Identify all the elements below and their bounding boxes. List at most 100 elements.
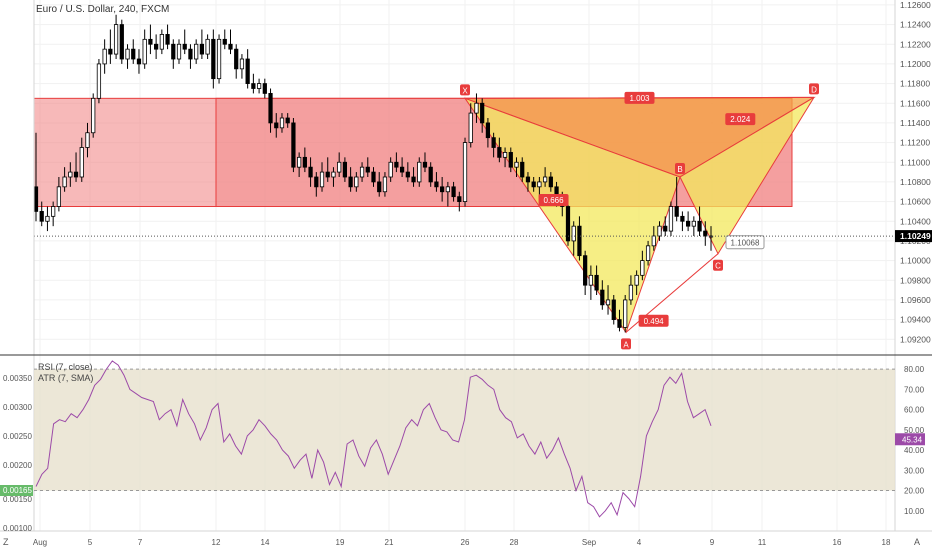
ratio-label: 0.494 (644, 317, 665, 326)
candle-body (62, 176, 67, 188)
price-tick-label: 1.09600 (900, 295, 931, 305)
ratio-label: 0.666 (544, 196, 565, 205)
candle-body (480, 102, 485, 124)
candle-body (108, 48, 113, 55)
candle-body (245, 58, 250, 84)
ratio-badge (538, 194, 569, 207)
candle-body (388, 161, 393, 178)
candle-body (571, 225, 576, 242)
candle-body (611, 299, 616, 320)
candle-body (297, 156, 302, 168)
candle-body (302, 156, 307, 168)
candle-body (154, 43, 159, 50)
price-tick-label: 1.10800 (900, 177, 931, 187)
candle-body (474, 102, 479, 114)
candle-body (491, 137, 496, 148)
candle-body (434, 181, 439, 188)
candle-body (399, 166, 405, 173)
candle-body (531, 181, 536, 188)
candle-body (514, 161, 519, 168)
candle-body (148, 38, 153, 45)
candle-body (194, 43, 199, 60)
point-label-d: D (811, 85, 817, 94)
atr-tick-label: 0.00350 (3, 374, 32, 383)
time-tick-label: 7 (138, 538, 143, 547)
candle-body (377, 181, 382, 193)
candle-body (165, 34, 170, 45)
candle-body (131, 48, 136, 60)
candle-body (274, 122, 279, 129)
candle-body (640, 260, 645, 276)
candle-body (182, 43, 187, 50)
price-tick-label: 1.10600 (900, 197, 931, 207)
candle-body (211, 38, 216, 80)
ratio-label: 2.024 (730, 115, 751, 124)
candle-body (262, 83, 267, 94)
chart-title: Euro / U.S. Dollar, 240, FXCM (36, 4, 170, 15)
candle-body (497, 147, 502, 158)
rsi-last-label: 45.34 (902, 435, 923, 444)
price-tick-label: 1.12200 (900, 39, 931, 49)
candle-body (703, 230, 708, 237)
candle-body (451, 186, 456, 198)
candle-body (228, 43, 233, 50)
candle-body (594, 274, 599, 291)
candle-body (577, 225, 582, 257)
candle-body (565, 206, 571, 242)
candle-body (657, 225, 662, 237)
candle-body (485, 122, 491, 139)
time-tick-label: 14 (261, 538, 270, 547)
candle-body (91, 97, 96, 134)
candle-body (697, 220, 702, 232)
point-label-x: X (462, 86, 468, 95)
ratio-label: 1.003 (629, 94, 650, 103)
rsi-tick-label: 70.00 (904, 385, 925, 394)
point-label-b: B (677, 165, 682, 174)
candle-body (256, 83, 262, 89)
rsi-last-badge (895, 433, 925, 446)
time-tick-label: 18 (882, 538, 891, 547)
candle-body (285, 117, 290, 124)
last-price-badge (895, 230, 932, 243)
point-badge-x (460, 84, 470, 96)
ratio-badge (624, 91, 655, 104)
atr-tick-label: 0.00150 (3, 495, 32, 504)
candle-body (457, 196, 462, 202)
candle-body (39, 211, 44, 222)
candle-body (508, 152, 513, 168)
atr-highlight-label: 0.00165 (3, 486, 32, 495)
candle-body (159, 34, 164, 50)
candle-body (325, 171, 330, 178)
candle-body (125, 48, 130, 60)
candle-body (337, 161, 342, 173)
atr-highlight-badge (0, 485, 33, 496)
candle-body (85, 132, 90, 148)
candle-body (417, 161, 422, 183)
candle-body (171, 43, 176, 60)
pattern-bcd (679, 96, 815, 255)
time-tick-label: 9 (710, 538, 715, 547)
rsi-tick-label: 50.00 (904, 426, 925, 435)
candle-body (422, 161, 428, 168)
candle-body (331, 171, 336, 178)
price-tick-label: 1.12600 (900, 0, 931, 10)
candle-body (354, 176, 359, 188)
time-tick-label: 16 (833, 538, 842, 547)
candle-body (342, 161, 348, 178)
price-tick-label: 1.09800 (900, 275, 931, 285)
candle-body (136, 58, 142, 65)
candle-body (663, 225, 668, 232)
candle-body (119, 24, 124, 60)
point-badge-c (713, 259, 723, 271)
candle-body (674, 206, 679, 217)
candle-body (600, 289, 605, 306)
time-tick-label: 4 (637, 538, 642, 547)
time-tick-label: 26 (461, 538, 470, 547)
rsi-line (35, 360, 712, 518)
candle-body (502, 152, 508, 158)
candle-body (251, 83, 256, 89)
candle-body (468, 112, 473, 143)
candle-body (188, 48, 193, 60)
time-tick-label: 19 (336, 538, 345, 547)
candle-body (308, 166, 313, 178)
